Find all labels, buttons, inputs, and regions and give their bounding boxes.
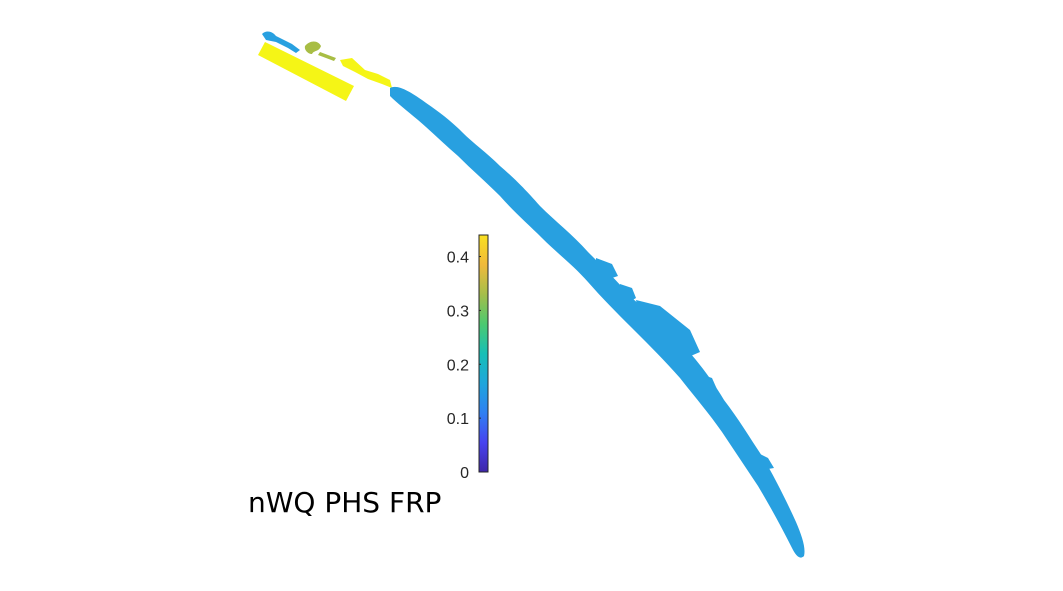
- river-braid-2: [618, 284, 636, 304]
- river-main-channel: [390, 86, 805, 558]
- colorbar-frame: [478, 234, 489, 473]
- river-braid-3: [636, 300, 700, 358]
- colorbar-tick-label: 0: [460, 465, 469, 482]
- river-segment-upstream-block: [258, 42, 354, 101]
- colorbar-ticks: 0 0.1 0.2 0.3 0.4: [447, 250, 481, 482]
- river-braid-1: [596, 258, 618, 280]
- river-segment-head: [262, 31, 300, 53]
- map-title: nWQ PHS FRP: [248, 486, 442, 519]
- colorbar-fill: [479, 235, 488, 472]
- river-network: [258, 31, 805, 558]
- river-segment-olive-tail: [318, 52, 336, 61]
- colorbar-tick-label: 0.3: [447, 303, 469, 320]
- river-braid-4: [692, 372, 720, 400]
- river-braid-5: [720, 412, 742, 440]
- colorbar-tick-label: 0.4: [447, 250, 469, 267]
- colorbar-gradient: [479, 235, 488, 472]
- colorbar-tick-label: 0.1: [447, 411, 469, 428]
- river-braid-6: [746, 448, 774, 470]
- colorbar: 0 0.1 0.2 0.3 0.4: [447, 234, 489, 482]
- colorbar-tick-label: 0.2: [447, 357, 469, 374]
- river-segment-upstream: [340, 58, 392, 88]
- river-segment-olive: [304, 41, 321, 54]
